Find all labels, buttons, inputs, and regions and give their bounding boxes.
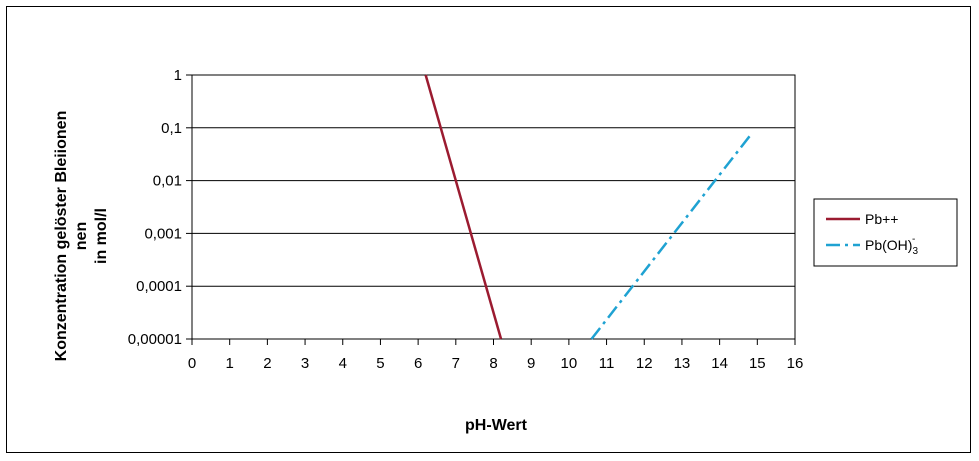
y-tick-label: 0,1 xyxy=(161,120,182,137)
x-tick-label: 15 xyxy=(749,355,766,372)
series-line-0 xyxy=(424,74,503,340)
x-tick-label: 5 xyxy=(376,355,384,372)
legend-label-pboh3-sub: 3 xyxy=(912,246,918,257)
x-tick-label: 3 xyxy=(301,355,309,372)
y-tick-label: 0,0001 xyxy=(136,278,182,295)
chart-frame xyxy=(6,6,971,453)
x-tick-label: 14 xyxy=(711,355,728,372)
x-tick-label: 4 xyxy=(339,355,347,372)
x-tick-label: 8 xyxy=(489,355,497,372)
y-axis-title: Konzentration gelöster Bleiionen nen in … xyxy=(53,111,110,362)
x-tick-label: 6 xyxy=(414,355,422,372)
x-tick-label: 11 xyxy=(599,355,615,372)
x-tick-labels: 0 1 2 3 4 5 6 7 8 9 10 11 12 13 14 15 16 xyxy=(188,339,804,372)
x-tick-label: 16 xyxy=(787,355,804,372)
x-tick-label: 2 xyxy=(263,355,271,372)
x-tick-label: 10 xyxy=(561,355,578,372)
series-lines xyxy=(424,74,751,340)
y-tick-label: 0,00001 xyxy=(128,331,182,348)
x-axis-title: pH-Wert xyxy=(465,417,528,434)
x-tick-label: 7 xyxy=(452,355,460,372)
y-tick-label: 0,001 xyxy=(144,225,182,242)
grid-lines xyxy=(192,74,795,340)
y-tick-label: 0,01 xyxy=(153,173,182,190)
x-tick-label: 12 xyxy=(636,355,653,372)
y-axis-title-line-1: Konzentration gelöster Bleiionen xyxy=(53,111,70,362)
legend-box xyxy=(813,198,958,267)
legend-label-pboh3-sup: - xyxy=(912,234,915,245)
x-tick-label: 13 xyxy=(674,355,691,372)
x-tick-label: 0 xyxy=(188,355,196,372)
y-tick-label: 1 xyxy=(174,67,182,84)
x-tick-label: 1 xyxy=(226,355,234,372)
y-axis-title-line-3: in mol/l xyxy=(93,208,110,264)
legend-label-pboh3: Pb(OH)3- xyxy=(865,234,918,257)
y-axis-title-line-2: nen xyxy=(73,222,90,250)
x-tick-label: 9 xyxy=(527,355,535,372)
legend: Pb++ Pb(OH)3- xyxy=(813,198,958,267)
series-line-1 xyxy=(590,135,751,340)
y-tick-labels: 0,00001 0,0001 0,001 0,01 0,1 1 xyxy=(128,67,192,348)
legend-label-pb2plus: Pb++ xyxy=(865,211,898,227)
plot-area-border xyxy=(191,74,796,340)
